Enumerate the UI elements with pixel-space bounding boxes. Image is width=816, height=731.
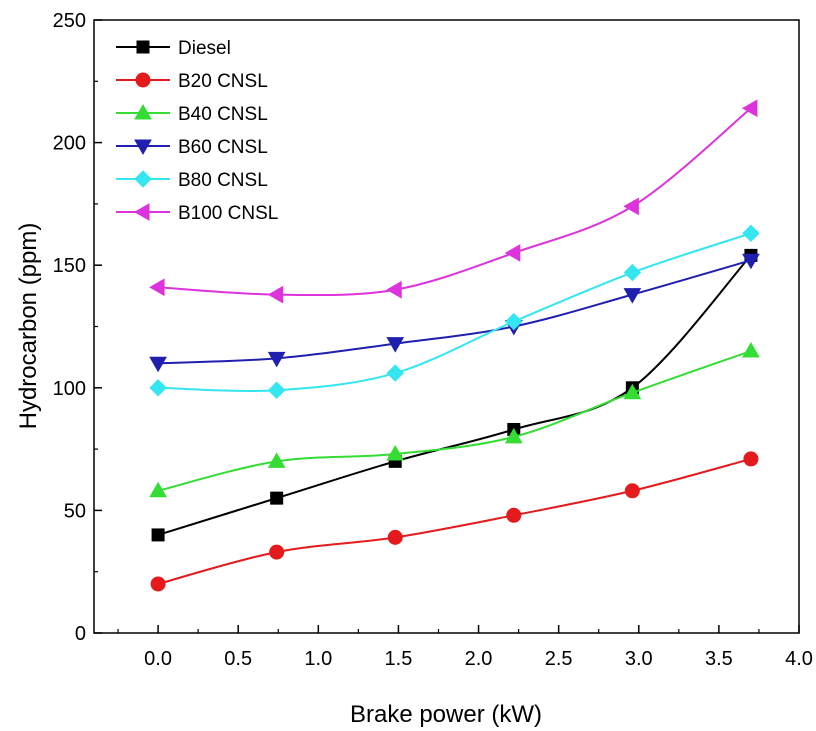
data-point — [149, 278, 165, 297]
data-point — [149, 379, 167, 397]
data-point — [269, 544, 285, 560]
data-point — [506, 507, 522, 523]
data-point — [270, 491, 284, 505]
x-tick-label: 2.5 — [545, 648, 573, 670]
legend-marker — [134, 170, 152, 188]
data-point — [150, 576, 166, 592]
series-line — [157, 254, 752, 536]
data-point — [267, 381, 286, 399]
y-tick-label: 150 — [53, 255, 86, 277]
legend-marker — [136, 40, 150, 54]
legend-label: B100 CNSL — [178, 203, 278, 224]
legend-marker — [134, 139, 152, 156]
legend-label: B80 CNSL — [178, 170, 268, 191]
legend-marker — [134, 103, 152, 120]
legend-item: B80 CNSL — [116, 170, 268, 191]
data-point — [623, 288, 642, 304]
axes: 0.0 0.5 1.0 1.5 2.0 2.5 3.0 3.5 4.0 0 50 100 150 200 2… — [53, 10, 813, 670]
data-point — [386, 337, 405, 353]
x-tick-label: 0.0 — [144, 648, 172, 670]
x-tick-label: 4.0 — [785, 648, 813, 670]
data-point — [742, 224, 760, 243]
legend-item: B40 CNSL — [116, 103, 268, 125]
series-curves — [149, 99, 760, 592]
data-point — [623, 263, 642, 282]
series-b100-cnsl — [149, 99, 758, 304]
y-tick-label: 200 — [53, 133, 86, 155]
series-b20-cnsl — [150, 451, 759, 592]
legend: Diesel B20 CNSL B40 CNSL B60 CNSL B80 CNSL B1… — [116, 38, 278, 224]
data-point — [505, 312, 523, 331]
legend-item: B60 CNSL — [116, 137, 268, 158]
legend-item: B20 CNSL — [116, 71, 268, 92]
series-line — [158, 232, 752, 392]
legend-marker — [135, 72, 151, 88]
legend-label: B40 CNSL — [178, 104, 268, 125]
series-line — [157, 457, 752, 585]
x-tick-label: 0.5 — [224, 648, 252, 670]
data-point — [624, 483, 640, 499]
y-tick-label: 50 — [64, 500, 86, 522]
legend-item: B100 CNSL — [116, 203, 278, 224]
data-point — [151, 528, 165, 542]
y-axis-title: Hydrocarbon (ppm) — [15, 223, 42, 430]
data-point — [149, 356, 167, 373]
x-tick-label: 1.5 — [385, 648, 413, 670]
y-tick-label: 100 — [53, 378, 86, 400]
data-point — [386, 444, 405, 461]
x-tick-label: 2.0 — [465, 648, 493, 670]
data-point — [267, 351, 286, 368]
x-axis-title: Brake power (kW) — [350, 701, 542, 728]
data-point — [742, 253, 760, 270]
data-point — [387, 529, 403, 545]
legend-label: Diesel — [178, 38, 231, 59]
data-point — [623, 197, 639, 216]
series-b40-cnsl — [149, 342, 760, 498]
data-point — [741, 99, 758, 118]
data-point — [149, 481, 167, 498]
series-line — [157, 350, 752, 492]
data-point — [267, 285, 284, 304]
data-point — [742, 342, 760, 358]
series-b80-cnsl — [149, 224, 760, 399]
data-point — [504, 427, 523, 444]
x-tick-label: 1.0 — [304, 648, 332, 670]
data-point — [623, 383, 642, 400]
data-point — [267, 452, 286, 468]
legend-item: Diesel — [116, 38, 231, 59]
y-tick-label: 250 — [53, 10, 86, 32]
legend-marker — [133, 203, 150, 221]
x-tick-label: 3.5 — [705, 648, 733, 670]
x-tick-label: 3.0 — [625, 648, 653, 670]
y-tick-label: 0 — [75, 623, 86, 645]
data-point — [743, 451, 759, 467]
series-line — [158, 259, 752, 365]
data-point — [386, 280, 402, 299]
data-point — [386, 364, 404, 382]
legend-label: B20 CNSL — [178, 71, 268, 92]
data-point — [504, 244, 521, 262]
legend-label: B60 CNSL — [178, 137, 268, 158]
